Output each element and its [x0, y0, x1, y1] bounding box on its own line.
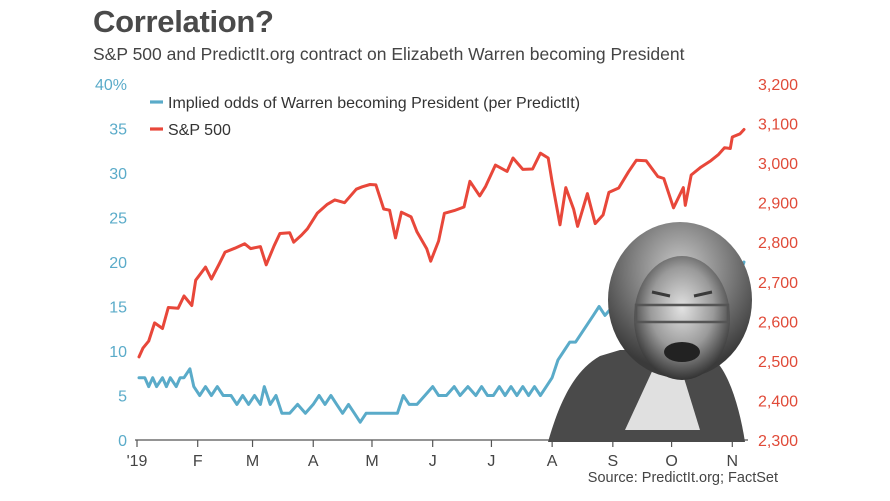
- y-left-tick-label: 5: [118, 389, 127, 406]
- y-right-tick-label: 2,700: [758, 275, 798, 292]
- x-tick-label: J: [487, 453, 495, 470]
- legend-label: S&P 500: [168, 122, 231, 139]
- y-right-tick-label: 2,800: [758, 235, 798, 252]
- x-tick-label: J: [429, 453, 437, 470]
- y-left-tick-label: 20: [109, 255, 127, 272]
- chart-legend: Implied odds of Warren becoming Presiden…: [150, 95, 580, 139]
- x-tick-label: M: [365, 453, 378, 470]
- portrait-photo: [548, 222, 752, 442]
- y-left-tick-label: 25: [109, 211, 127, 228]
- y-right-tick-label: 2,500: [758, 354, 798, 371]
- x-tick-label: A: [308, 453, 319, 470]
- x-tick-label: N: [727, 453, 739, 470]
- chart-axes: 0 5 10 15 20 25 30 35 40% 2,300 2,400 2,500 2,600 2,7…: [95, 77, 798, 470]
- y-left-tick-label: 15: [109, 300, 127, 317]
- legend-label: Implied odds of Warren becoming Presiden…: [168, 95, 580, 112]
- x-tick-label: '19: [127, 453, 148, 470]
- y-right-tick-label: 3,000: [758, 156, 798, 173]
- y-right-tick-label: 2,900: [758, 196, 798, 213]
- y-right-tick-label: 2,600: [758, 314, 798, 331]
- x-tick-label: F: [193, 453, 203, 470]
- x-tick-label: S: [608, 453, 619, 470]
- y-left-tick-label: 30: [109, 166, 127, 183]
- source-note: Source: PredictIt.org; FactSet: [587, 470, 778, 486]
- chart-subtitle: S&P 500 and PredictIt.org contract on El…: [93, 44, 685, 64]
- y-right-tick-label: 2,400: [758, 393, 798, 410]
- y-left-tick-label: 10: [109, 344, 127, 361]
- y-right-tick-label: 3,200: [758, 77, 798, 94]
- x-tick-label: A: [547, 453, 558, 470]
- y-right-tick-label: 2,300: [758, 433, 798, 450]
- y-left-tick-label: 40%: [95, 77, 127, 94]
- x-tick-label: O: [665, 453, 677, 470]
- y-right-tick-label: 3,100: [758, 117, 798, 134]
- sp500-series-line: [137, 128, 746, 359]
- x-tick-label: M: [246, 453, 259, 470]
- y-left-tick-label: 0: [118, 433, 127, 450]
- y-left-tick-label: 35: [109, 122, 127, 139]
- chart-title: Correlation?: [93, 4, 274, 39]
